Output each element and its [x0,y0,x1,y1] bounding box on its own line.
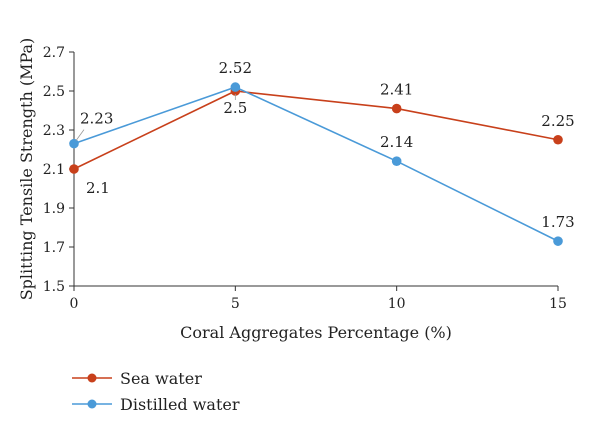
data-label: 2.5 [223,99,247,117]
data-point [391,103,402,114]
data-point [230,82,241,92]
axes [73,52,558,287]
y-tick-label: 2.5 [43,84,65,100]
legend-marker-distilled-water [87,399,97,409]
y-tick-label: 2.1 [43,162,65,178]
series-layer: 2.1 2.5 2.41 2.25 2.23 2.52 2.14 1.73 [69,59,575,246]
x-tick-label: 10 [388,296,406,312]
legend: Sea water Distilled water [72,369,240,414]
y-tick-label: 2.7 [43,45,65,61]
x-tick-label: 0 [70,296,79,312]
y-tick-label: 2.3 [43,123,65,139]
data-point [69,138,79,149]
y-ticks: 1.5 1.7 1.9 2.1 2.3 2.5 2.7 [43,45,74,295]
data-point [69,164,79,174]
legend-marker-sea-water [87,373,97,383]
y-axis-title: Splitting Tensile Strength (MPa) [17,38,36,301]
x-tick-label: 15 [549,296,567,312]
series-sea-water: 2.1 2.5 2.41 2.25 [69,81,575,197]
series-distilled-water: 2.23 2.52 2.14 1.73 [69,59,575,246]
series-line [73,90,559,170]
data-point [553,236,563,246]
data-label: 2.14 [380,133,413,151]
series-line [73,86,559,242]
y-tick-label: 1.5 [43,279,65,295]
data-label: 2.52 [219,59,252,77]
x-ticks: 0 5 10 15 [70,286,567,312]
x-axis-title: Coral Aggregates Percentage (%) [180,323,452,342]
data-point [391,156,402,166]
data-label: 1.73 [541,213,574,231]
data-label: 2.23 [80,110,113,128]
y-tick-label: 1.9 [43,201,65,217]
data-label: 2.25 [541,112,574,130]
data-label: 2.41 [380,81,413,99]
label-leader-line [75,129,85,141]
x-tick-label: 5 [231,296,240,312]
legend-label-sea-water: Sea water [120,369,202,388]
data-point [553,134,563,145]
data-label: 2.1 [86,179,110,197]
legend-label-distilled-water: Distilled water [120,395,240,414]
y-tick-label: 1.7 [43,240,65,256]
